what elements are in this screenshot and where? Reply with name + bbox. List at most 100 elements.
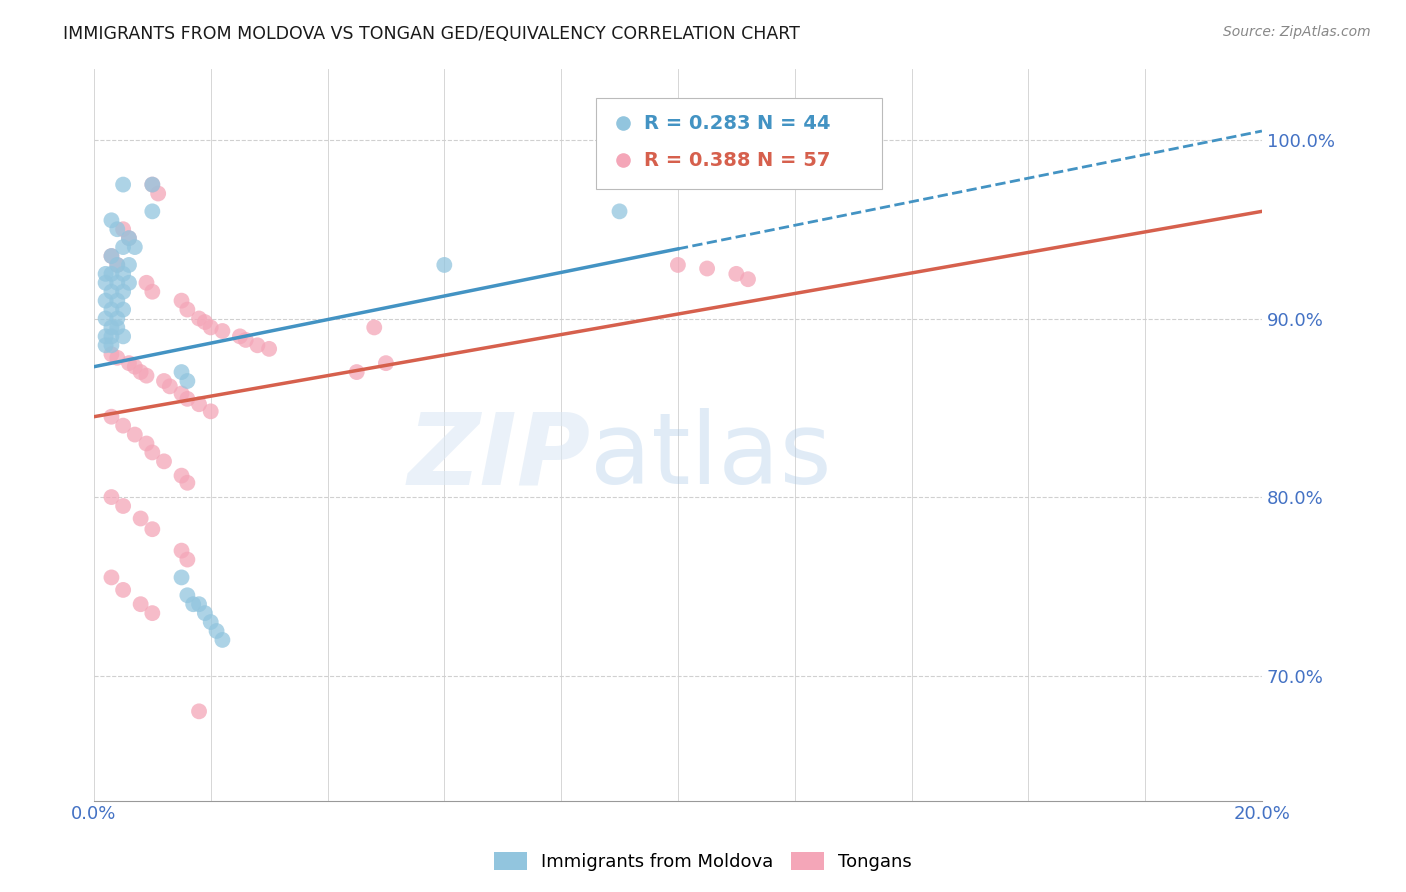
Point [100, 490, 122, 504]
Point [141, 522, 163, 536]
Point [94, 311, 117, 326]
Point [94, 267, 117, 281]
Point [118, 276, 141, 290]
Point [94, 338, 117, 352]
Point [100, 267, 122, 281]
Text: R = 0.283: R = 0.283 [644, 114, 751, 133]
Point [159, 379, 181, 393]
Point [170, 386, 193, 401]
Point [100, 302, 122, 317]
Point [194, 606, 217, 620]
Point [118, 231, 141, 245]
Text: N = 57: N = 57 [758, 151, 831, 169]
Point [100, 249, 122, 263]
Point [696, 261, 718, 276]
Point [188, 704, 211, 718]
Point [105, 293, 128, 308]
Point [112, 222, 135, 236]
Point [200, 615, 222, 629]
Point [346, 365, 368, 379]
Point [211, 324, 233, 338]
Point [105, 351, 128, 365]
Text: Source: ZipAtlas.com: Source: ZipAtlas.com [1223, 25, 1371, 39]
Text: ZIP: ZIP [408, 408, 591, 505]
Point [124, 240, 146, 254]
Point [170, 570, 193, 584]
Text: IMMIGRANTS FROM MOLDOVA VS TONGAN GED/EQUIVALENCY CORRELATION CHART: IMMIGRANTS FROM MOLDOVA VS TONGAN GED/EQ… [63, 25, 800, 43]
FancyBboxPatch shape [596, 98, 883, 189]
Point [176, 392, 198, 406]
Point [118, 356, 141, 370]
Point [725, 267, 748, 281]
Point [100, 285, 122, 299]
Point [737, 272, 759, 286]
Point [194, 315, 217, 329]
Point [200, 320, 222, 334]
Point [100, 320, 122, 334]
Point [94, 276, 117, 290]
Point [112, 178, 135, 192]
Point [170, 468, 193, 483]
Point [176, 302, 198, 317]
Point [205, 624, 228, 638]
Point [141, 178, 163, 192]
Point [257, 342, 280, 356]
Point [176, 588, 198, 602]
Point [118, 258, 141, 272]
Point [100, 338, 122, 352]
Point [141, 204, 163, 219]
Point [374, 356, 396, 370]
Point [141, 285, 163, 299]
Text: N = 44: N = 44 [758, 114, 831, 133]
Point [112, 240, 135, 254]
Point [609, 204, 631, 219]
Point [141, 606, 163, 620]
Point [112, 302, 135, 317]
Point [235, 333, 257, 347]
Point [176, 374, 198, 388]
Point [129, 365, 152, 379]
Point [124, 359, 146, 374]
Point [229, 329, 252, 343]
Point [135, 368, 157, 383]
Point [135, 276, 157, 290]
Point [188, 597, 211, 611]
Point [94, 329, 117, 343]
Point [200, 404, 222, 418]
Point [112, 267, 135, 281]
Point [112, 582, 135, 597]
Point [112, 418, 135, 433]
Point [433, 258, 456, 272]
Point [112, 499, 135, 513]
Point [118, 231, 141, 245]
Point [105, 258, 128, 272]
Point [666, 258, 689, 272]
Point [100, 347, 122, 361]
Point [141, 445, 163, 459]
Point [181, 597, 204, 611]
Point [170, 543, 193, 558]
Text: R = 0.388: R = 0.388 [644, 151, 751, 169]
Point [170, 365, 193, 379]
Point [146, 186, 169, 201]
Point [112, 329, 135, 343]
Point [105, 258, 128, 272]
Point [170, 293, 193, 308]
Point [188, 311, 211, 326]
Point [105, 276, 128, 290]
Point [153, 454, 176, 468]
Point [105, 222, 128, 236]
Point [94, 293, 117, 308]
Point [100, 409, 122, 424]
Point [129, 597, 152, 611]
Point [176, 552, 198, 566]
Point [124, 427, 146, 442]
Point [363, 320, 385, 334]
Point [100, 249, 122, 263]
Point [112, 285, 135, 299]
Point [153, 374, 176, 388]
Text: atlas: atlas [591, 408, 832, 505]
Point [141, 178, 163, 192]
Point [188, 397, 211, 411]
Point [246, 338, 269, 352]
